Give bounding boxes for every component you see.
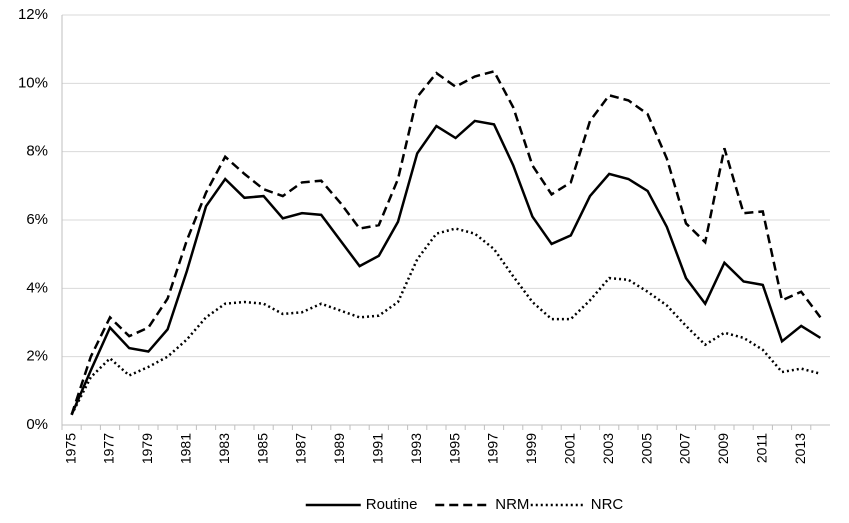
x-tick-label: 2003 xyxy=(600,433,616,464)
x-tick-label: 2007 xyxy=(677,433,693,464)
y-tick-label: 0% xyxy=(26,416,48,433)
line-series xyxy=(70,227,821,416)
x-tick-label: 2001 xyxy=(562,433,578,464)
x-tick-label: 2005 xyxy=(638,433,654,464)
y-tick-label: 4% xyxy=(26,279,48,296)
y-tick-label: 8% xyxy=(26,143,48,160)
y-tick-label: 10% xyxy=(18,74,48,91)
x-tick-label: 1983 xyxy=(216,433,232,464)
x-tick-label: 2011 xyxy=(754,433,770,463)
y-tick-label: 2% xyxy=(26,348,48,365)
x-tick-label: 1979 xyxy=(139,433,155,464)
x-tick-label: 1981 xyxy=(178,433,194,464)
line-series xyxy=(70,119,822,416)
x-tick-label: 1991 xyxy=(370,433,386,464)
line-series xyxy=(70,69,822,416)
x-tick-label: 2009 xyxy=(715,433,731,464)
legend-label: NRM xyxy=(495,496,529,513)
x-tick-label: 1995 xyxy=(446,433,462,464)
x-tick-label: 1987 xyxy=(293,433,309,464)
y-tick-label: 12% xyxy=(18,6,48,23)
x-tick-label: 1985 xyxy=(254,433,270,464)
x-tick-label: 1999 xyxy=(523,433,539,464)
legend-label: Routine xyxy=(366,496,418,513)
x-tick-label: 1975 xyxy=(62,433,78,464)
y-tick-label: 6% xyxy=(26,211,48,228)
x-tick-label: 1997 xyxy=(485,433,501,464)
x-tick-label: 1977 xyxy=(101,433,117,464)
legend-label: NRC xyxy=(591,496,624,513)
x-tick-label: 1993 xyxy=(408,433,424,464)
x-tick-label: 2013 xyxy=(792,433,808,464)
x-tick-label: 1989 xyxy=(331,433,347,464)
